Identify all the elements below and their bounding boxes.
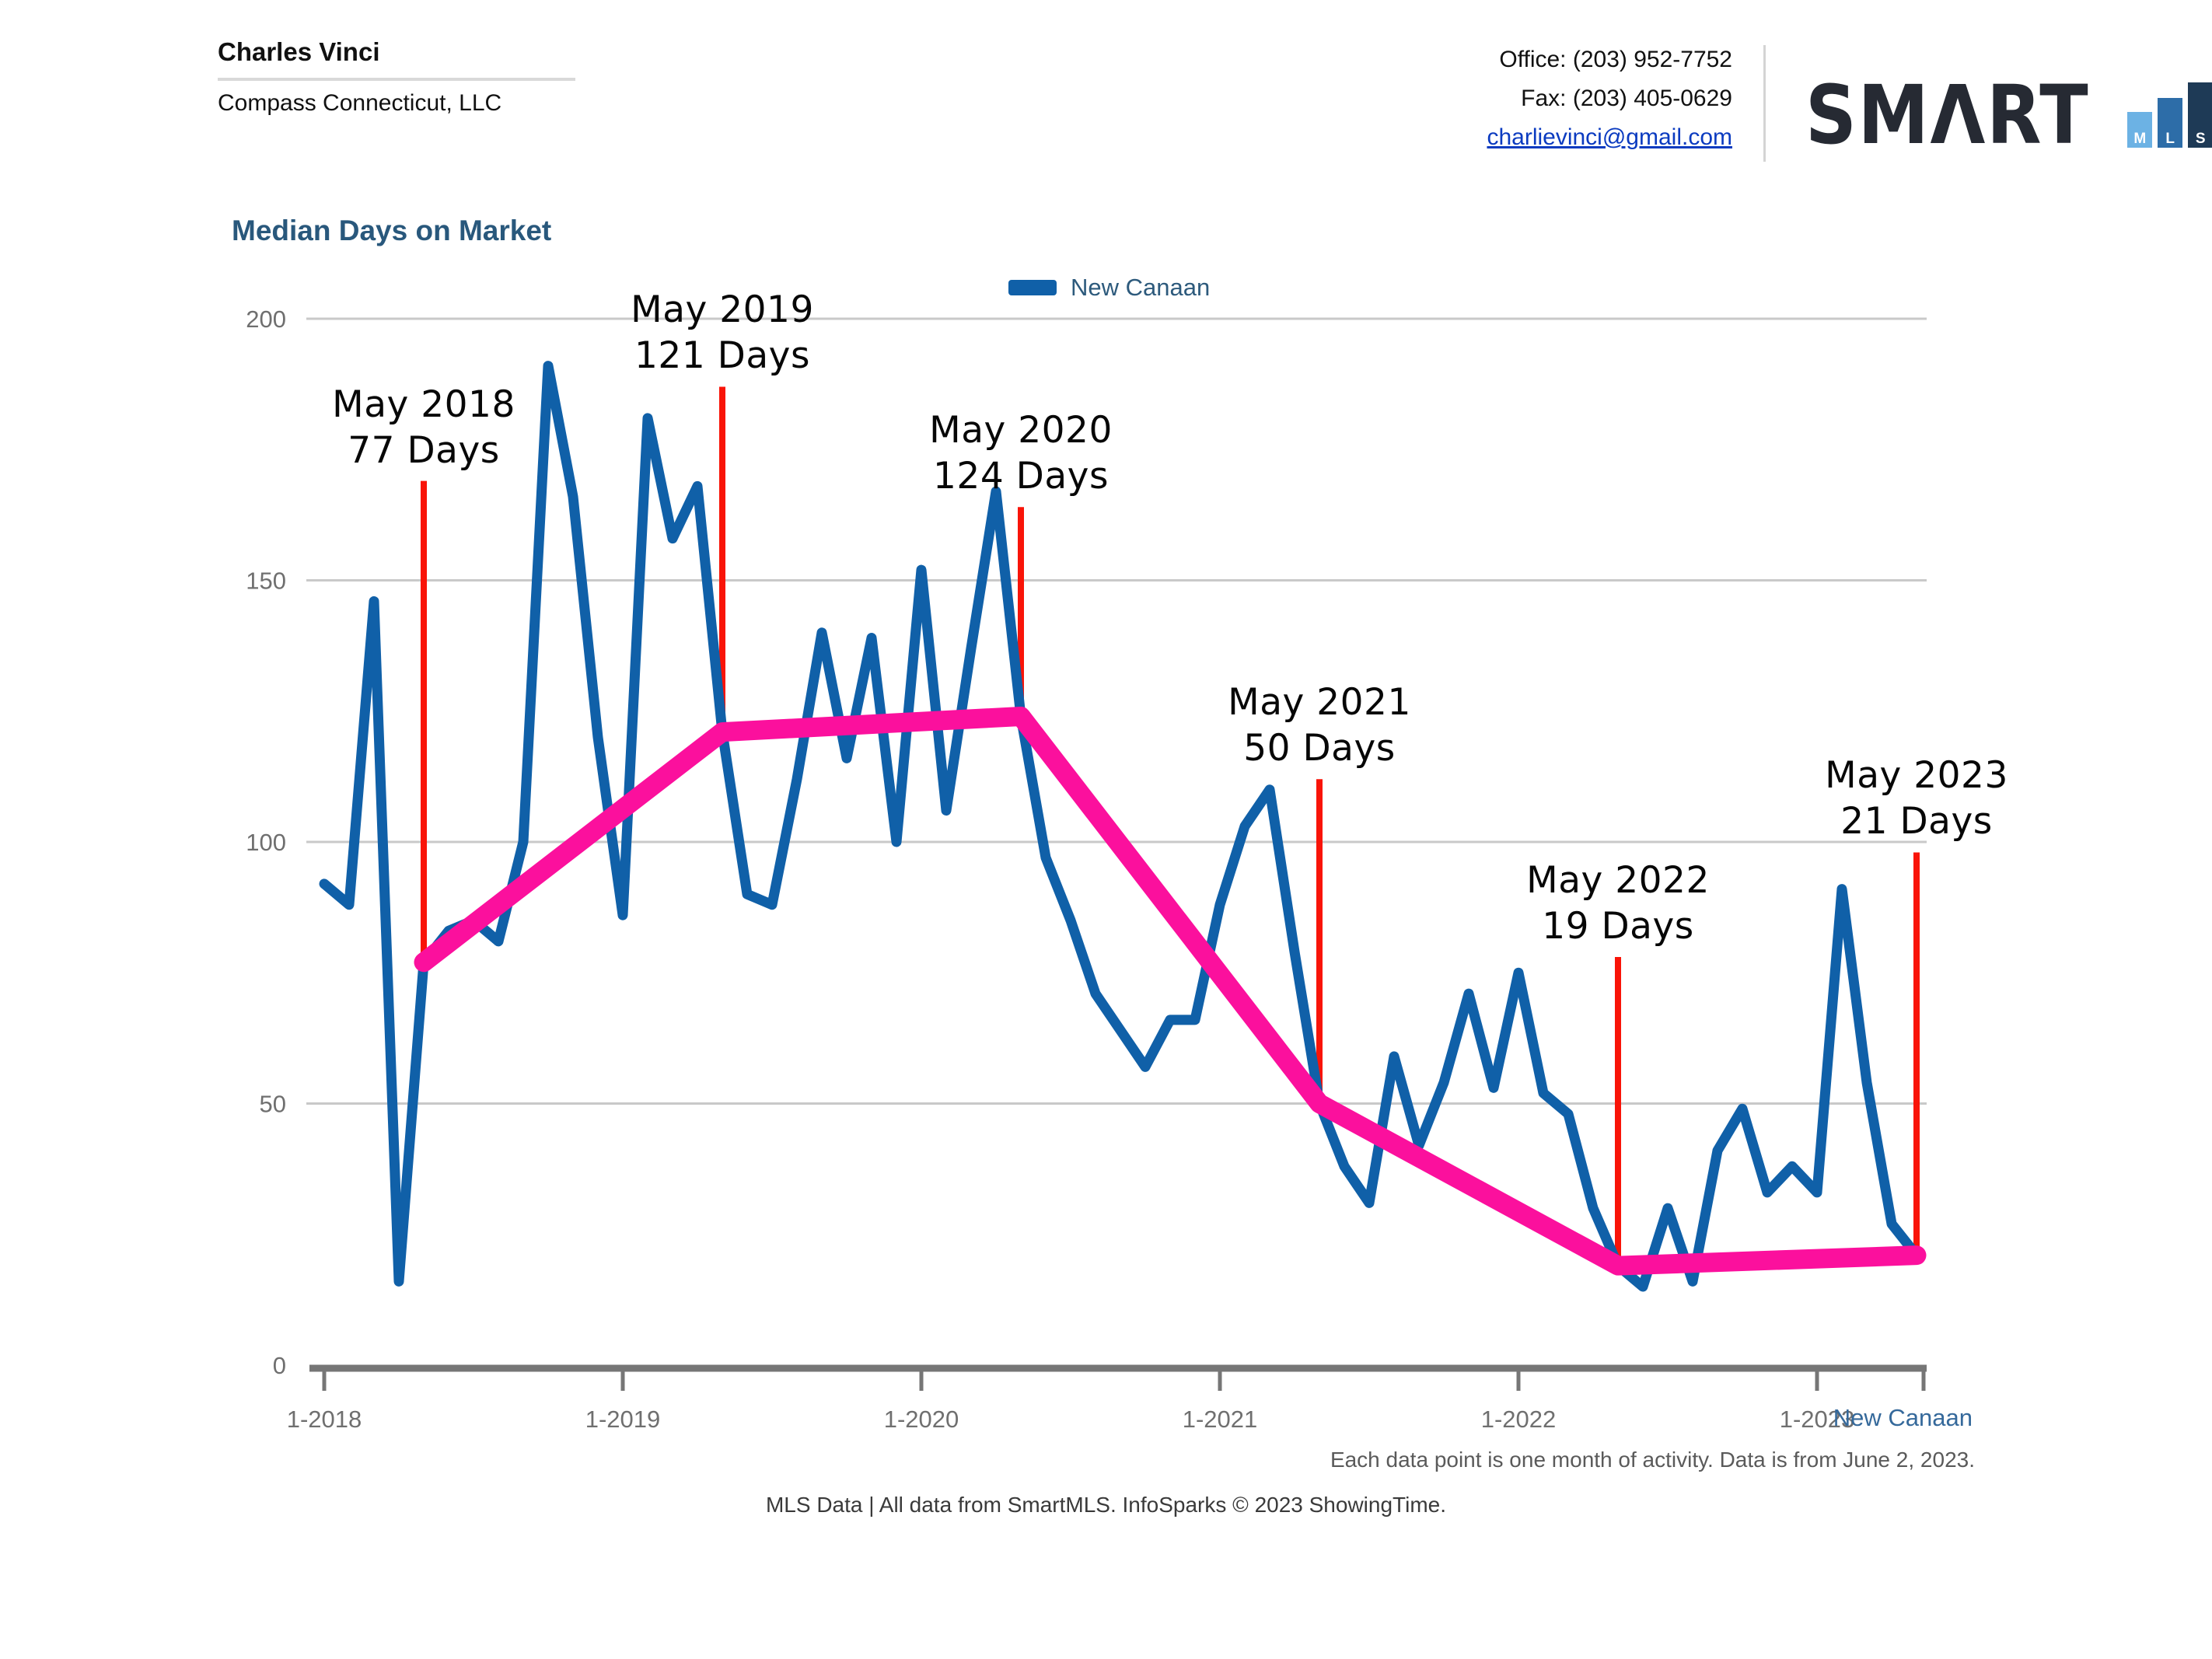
annotation-month: May 2019: [631, 288, 814, 332]
y-axis-label-0: 0: [273, 1352, 286, 1379]
header-divider: [1763, 45, 1766, 162]
annotation-may-2020: May 2020 124 Days: [803, 407, 1239, 499]
annotation-days: 50 Days: [1243, 727, 1396, 770]
annotation-may-2018: May 2018 77 Days: [206, 382, 641, 473]
agent-underline: [218, 78, 575, 81]
annotation-days: 21 Days: [1840, 800, 1993, 843]
annotation-days: 121 Days: [634, 334, 810, 378]
logo-bar-s: S: [2188, 82, 2212, 148]
data-footnote: Each data point is one month of activity…: [1330, 1448, 1975, 1472]
annotation-month: May 2018: [332, 382, 515, 426]
annotation-may-2023: May 2023 21 Days: [1699, 753, 2134, 844]
legend-swatch: [1008, 280, 1057, 295]
blue-series-line: [319, 361, 1922, 1292]
y-axis-label-100: 100: [246, 829, 286, 856]
series-label-bottom-right: New Canaan: [1833, 1404, 1973, 1431]
x-axis-label-1-2022: 1-2022: [1481, 1406, 1557, 1433]
annotation-may-2022: May 2022 19 Days: [1400, 857, 1836, 949]
logo-bar-m: M: [2127, 112, 2153, 148]
email-link[interactable]: charlievinci@gmail.com: [1487, 124, 1732, 150]
chart-title: Median Days on Market: [232, 215, 552, 246]
agent-block: Charles Vinci Compass Connecticut, LLC: [218, 37, 575, 117]
agent-name: Charles Vinci: [218, 37, 380, 66]
annotation-month: May 2023: [1825, 754, 2008, 798]
pink-trend-line: [414, 706, 1927, 1276]
annotation-days: 124 Days: [933, 455, 1109, 498]
smartmls-logo-text: SMΛRT: [1805, 68, 2090, 162]
y-axis-label-150: 150: [246, 568, 286, 595]
agent-company: Compass Connecticut, LLC: [218, 90, 502, 116]
x-axis-label-1-2021: 1-2021: [1183, 1406, 1258, 1433]
annotation-days: 77 Days: [348, 428, 500, 472]
legend-label: New Canaan: [1071, 274, 1211, 301]
x-axis-label-1-2018: 1-2018: [287, 1406, 362, 1433]
attribution-footer: MLS Data | All data from SmartMLS. InfoS…: [765, 1493, 1446, 1517]
annotation-month: May 2020: [929, 409, 1113, 452]
annotation-month: May 2021: [1228, 681, 1411, 725]
y-axis-label-50: 50: [260, 1091, 286, 1118]
annotation-may-2019: May 2019 121 Days: [505, 287, 940, 379]
x-axis-label-1-2023: 1-2023: [1780, 1406, 1855, 1433]
annotation-days: 19 Days: [1542, 905, 1694, 948]
annotation-may-2021: May 2021 50 Days: [1102, 679, 1537, 771]
y-axis-label-200: 200: [246, 306, 286, 333]
x-axis-label-1-2020: 1-2020: [884, 1406, 959, 1433]
annotation-month: May 2022: [1526, 859, 1710, 903]
legend: New Canaan: [1008, 274, 1210, 302]
logo-bar-l: L: [2158, 98, 2183, 148]
office-phone: Office: (203) 952-7752: [1499, 47, 1732, 72]
x-axis-label-1-2019: 1-2019: [585, 1406, 661, 1433]
contact-block: Office: (203) 952-7752 Fax: (203) 405-06…: [1487, 40, 1732, 157]
fax-number: Fax: (203) 405-0629: [1521, 86, 1732, 111]
